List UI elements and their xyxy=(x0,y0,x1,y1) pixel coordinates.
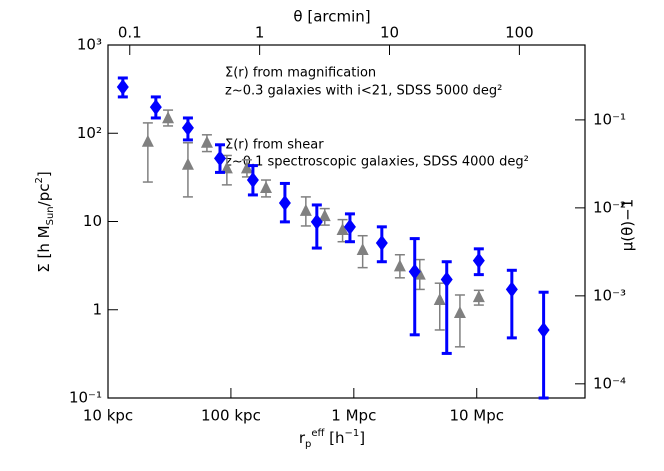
triangle-marker xyxy=(336,223,349,236)
diamond-marker xyxy=(440,271,453,288)
label-part: p xyxy=(305,439,311,450)
label-part: −1 xyxy=(345,428,360,439)
y2-tick-label: 10⁻⁴ xyxy=(593,374,626,392)
triangle-marker xyxy=(181,157,194,170)
diamond-marker xyxy=(375,235,388,252)
x2-tick-label: 10 xyxy=(380,24,399,42)
annotation: z~0.1 spectroscopic galaxies, SDSS 4000 … xyxy=(225,155,529,170)
triangle-marker xyxy=(318,209,331,222)
diamond-marker xyxy=(278,195,291,212)
label-part: ] xyxy=(359,429,365,447)
x-tick-label: 10 Mpc xyxy=(449,407,504,425)
x-tick-label: 1 Mpc xyxy=(331,407,376,425)
x2-label: θ [arcmin] xyxy=(293,8,370,26)
diamond-marker xyxy=(181,119,194,136)
diamond-marker xyxy=(472,252,485,269)
triangle-marker xyxy=(453,305,466,318)
y2-tick-label: 10⁻² xyxy=(593,198,626,216)
x-label: rpeff [h−1] xyxy=(299,428,365,450)
label-part: [h xyxy=(324,429,344,447)
triangle-marker xyxy=(162,111,175,124)
x2-tick-label: 1 xyxy=(255,24,265,42)
triangle-marker xyxy=(299,203,312,216)
y2-tick-label: 10⁻³ xyxy=(593,286,626,304)
triangle-marker xyxy=(433,292,446,305)
triangle-marker xyxy=(220,161,233,174)
x2-tick-label: 100 xyxy=(505,24,534,42)
diamond-marker xyxy=(505,281,518,298)
diamond-marker xyxy=(213,150,226,167)
diamond-marker xyxy=(310,213,323,230)
y-tick-label: 10⁻¹ xyxy=(69,389,102,407)
x-tick-label: 10 kpc xyxy=(83,407,133,425)
label-part: r xyxy=(299,429,306,447)
diamond-marker xyxy=(408,263,421,280)
triangle-marker xyxy=(260,180,273,193)
diamond-marker xyxy=(343,218,356,235)
diamond-marker xyxy=(149,99,162,116)
y-tick-label: 10 xyxy=(83,212,102,230)
diamond-marker xyxy=(537,321,550,338)
y-label: Σ [h MSun/pc2] xyxy=(34,171,56,272)
y-tick-label: 10³ xyxy=(77,36,102,54)
diamond-marker xyxy=(116,79,129,96)
triangle-marker xyxy=(356,243,369,256)
triangle-marker xyxy=(200,135,213,148)
x2-tick-label: 0.1 xyxy=(118,24,142,42)
y2-tick-label: 10⁻¹ xyxy=(593,110,626,128)
triangle-marker xyxy=(472,290,485,303)
y-tick-label: 1 xyxy=(92,300,102,318)
label-part: Sun xyxy=(45,206,56,225)
triangle-marker xyxy=(141,134,154,147)
annotation: z~0.3 galaxies with i<21, SDSS 5000 deg² xyxy=(225,84,502,99)
y-tick-label: 10² xyxy=(77,124,102,142)
label-part: eff xyxy=(311,428,325,439)
label-part: 2 xyxy=(34,177,45,183)
y2-label: μ(θ)−1 xyxy=(619,199,637,252)
annotation: Σ(r) from shear xyxy=(225,138,324,153)
label-part: Σ [h M xyxy=(35,225,53,272)
diamond-marker xyxy=(246,172,259,189)
triangle-marker xyxy=(240,161,253,174)
x-tick-label: 100 kpc xyxy=(201,407,261,425)
label-part: /pc xyxy=(35,184,53,207)
triangle-marker xyxy=(393,259,406,272)
annotation: Σ(r) from magnification xyxy=(225,66,376,81)
label-part: ] xyxy=(35,171,53,177)
